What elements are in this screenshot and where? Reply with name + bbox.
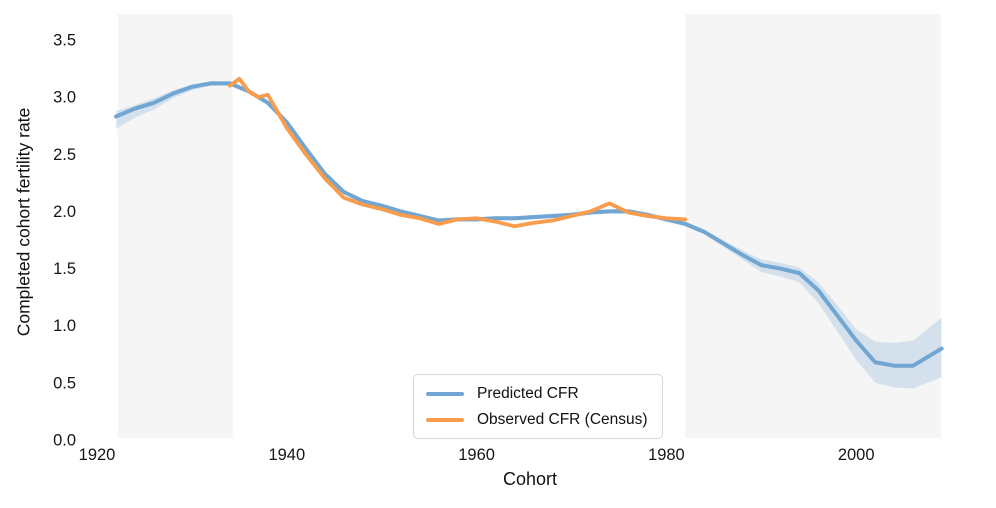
y-tick-label: 1.5 bbox=[53, 260, 76, 278]
predicted-line-swatch bbox=[426, 391, 464, 396]
x-tick-label: 1940 bbox=[268, 446, 305, 464]
x-tick-label: 1920 bbox=[79, 446, 116, 464]
legend-item-observed: Observed CFR (Census) bbox=[426, 408, 648, 431]
y-axis-label: Completed cohort fertility rate bbox=[13, 107, 34, 337]
x-axis-label: Cohort bbox=[502, 469, 558, 489]
x-tick-label: 1980 bbox=[648, 446, 685, 464]
legend-item-predicted: Predicted CFR bbox=[426, 382, 648, 405]
x-tick-label: 2000 bbox=[838, 446, 875, 464]
predicted-confidence-band bbox=[115, 81, 942, 389]
observed-line-swatch bbox=[426, 417, 464, 422]
y-tick-label: 0.0 bbox=[53, 432, 76, 450]
x-tick-label: 1960 bbox=[458, 446, 495, 464]
y-tick-label: 3.0 bbox=[53, 89, 76, 107]
y-tick-label: 2.0 bbox=[53, 203, 76, 221]
legend-label-predicted: Predicted CFR bbox=[477, 384, 579, 402]
y-tick-label: 1.0 bbox=[53, 317, 76, 335]
early-cohorts-band bbox=[117, 14, 233, 438]
observed-cfr-line bbox=[227, 76, 688, 229]
y-tick-label: 0.5 bbox=[53, 374, 76, 392]
y-tick-label: 3.5 bbox=[53, 31, 76, 49]
legend: Predicted CFR Observed CFR (Census) bbox=[413, 374, 663, 439]
legend-label-observed: Observed CFR (Census) bbox=[477, 410, 648, 428]
y-tick-label: 2.5 bbox=[53, 146, 76, 164]
